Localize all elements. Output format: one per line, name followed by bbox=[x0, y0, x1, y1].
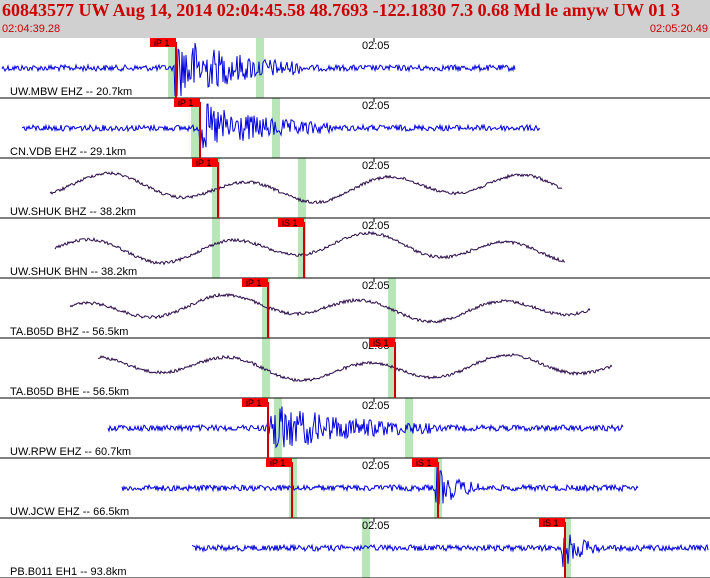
seismogram-plot[interactable]: 02:05 02:05 02:05 02:05 02:05 02:05 02:05 02:05… bbox=[0, 38, 710, 578]
window-band bbox=[298, 218, 306, 278]
pick-flag[interactable] bbox=[539, 518, 565, 527]
waveform-trace bbox=[21, 103, 541, 149]
window-band bbox=[362, 518, 370, 578]
minute-tick-label: 02:05 bbox=[362, 280, 390, 292]
waveform-trace bbox=[54, 230, 566, 266]
pick-flag[interactable] bbox=[242, 278, 268, 287]
window-band bbox=[274, 398, 282, 458]
trace-label: TA.B05D BHZ -- 56.5km bbox=[10, 326, 128, 338]
minute-tick-label: 02:05 bbox=[362, 40, 390, 52]
window-bands bbox=[168, 38, 571, 578]
pick-flag-label: iP 1 bbox=[178, 98, 193, 108]
minute-tick-label: 02:05 bbox=[362, 100, 390, 112]
time-grid: 02:05 02:05 02:05 02:05 02:05 02:05 02:05 02:05… bbox=[0, 38, 710, 578]
window-start-time: 02:04:39.28 bbox=[2, 23, 61, 35]
trace-labels: UW.MBW EHZ -- 20.7km CN.VDB EHZ -- 29.1km… bbox=[10, 86, 137, 578]
pick-flag-label: iS 1 bbox=[373, 338, 389, 348]
pick-flag[interactable] bbox=[174, 98, 200, 107]
window-band bbox=[388, 338, 396, 398]
pick-flag[interactable] bbox=[412, 458, 438, 467]
minute-tick-label: 02:05 bbox=[362, 160, 390, 172]
window-band bbox=[191, 98, 199, 158]
pick-flag[interactable] bbox=[192, 158, 218, 167]
window-band bbox=[168, 38, 176, 98]
window-band bbox=[298, 158, 306, 218]
pick-flag-label: iS 1 bbox=[416, 458, 432, 468]
waveform-trace bbox=[191, 534, 709, 568]
trace-label: UW.JCW EHZ -- 66.5km bbox=[10, 506, 129, 518]
pick-flag-label: iS 1 bbox=[282, 218, 298, 228]
event-header: 60843577 UW Aug 14, 2014 02:04:45.58 48.… bbox=[0, 0, 710, 38]
trace-label: UW.SHUK BHZ -- 38.2km bbox=[10, 206, 136, 218]
pick-flag[interactable] bbox=[150, 38, 176, 47]
pick-flag[interactable] bbox=[278, 218, 304, 227]
pick-flag-label: iS 1 bbox=[543, 518, 559, 528]
window-band bbox=[212, 218, 220, 278]
pick-flag[interactable] bbox=[242, 398, 268, 407]
window-band bbox=[262, 338, 270, 398]
trace-label: PB.B011 EH1 -- 93.8km bbox=[10, 566, 127, 578]
minute-tick-label: 02:05 bbox=[362, 220, 390, 232]
event-title: 60843577 UW Aug 14, 2014 02:04:45.58 48.… bbox=[2, 0, 680, 20]
window-band bbox=[388, 278, 396, 338]
waveform-trace bbox=[121, 467, 639, 505]
window-band bbox=[212, 158, 220, 218]
pick-flag[interactable] bbox=[369, 338, 395, 347]
trace-label: UW.SHUK BHN -- 38.2km bbox=[10, 266, 137, 278]
pick-flag-label: iP 1 bbox=[246, 278, 261, 288]
waveforms bbox=[1, 42, 709, 568]
minute-tick-label: 02:05 bbox=[362, 400, 390, 412]
trace-label: TA.B05D BHE -- 56.5km bbox=[10, 386, 129, 398]
window-band bbox=[405, 398, 413, 458]
window-end-time: 02:05:20.49 bbox=[649, 23, 708, 35]
phase-picks: iP 1 iP 1 iP 1 iS 1 iP 1 iS 1 iP 1 iP 1 iS 1 iS 1 bbox=[150, 38, 566, 578]
trace-label: UW.MBW EHZ -- 20.7km bbox=[10, 86, 132, 98]
window-band bbox=[262, 278, 270, 338]
pick-flag-label: iP 1 bbox=[246, 398, 261, 408]
minute-tick-label: 02:05 bbox=[362, 460, 390, 472]
trace-label: UW.RPW EHZ -- 60.7km bbox=[10, 446, 131, 458]
waveform-trace bbox=[69, 292, 591, 324]
trace-label: CN.VDB EHZ -- 29.1km bbox=[10, 146, 126, 158]
window-band bbox=[256, 38, 264, 98]
pick-flag-label: iP 1 bbox=[270, 458, 285, 468]
window-band bbox=[565, 518, 571, 578]
waveform-trace bbox=[1, 42, 516, 97]
waveform-trace bbox=[49, 170, 563, 205]
waveform-trace bbox=[107, 406, 624, 449]
minute-tick-label: 02:05 bbox=[362, 520, 390, 532]
pick-flag[interactable] bbox=[266, 458, 292, 467]
pick-flag-label: iP 1 bbox=[154, 38, 169, 48]
waveform-trace bbox=[97, 352, 613, 383]
pick-flag-label: iP 1 bbox=[196, 158, 211, 168]
